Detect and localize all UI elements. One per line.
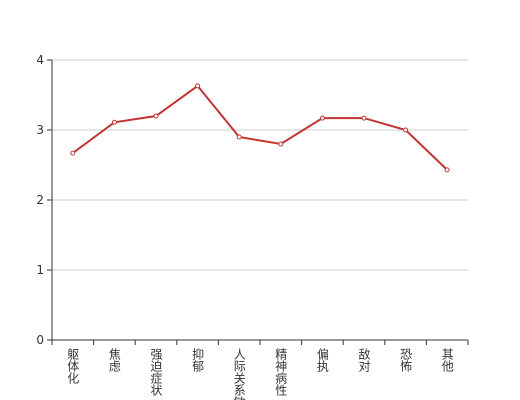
point (111, 119, 117, 125)
x-tick-label: 强迫症状 (149, 348, 163, 396)
point (444, 167, 450, 173)
point (278, 141, 284, 147)
point (319, 115, 325, 121)
y-tick-label: 3 (36, 123, 44, 137)
point (70, 150, 76, 156)
x-tick-label: 偏执 (315, 347, 329, 373)
x-tick-label: 抑郁 (191, 347, 205, 373)
x-tick-label: 躯体化 (66, 347, 80, 385)
point (195, 83, 201, 89)
series-line (72, 84, 448, 171)
x-tick-label: 精神病性 (274, 348, 288, 397)
point (361, 115, 367, 121)
y-tick-label: 2 (36, 193, 44, 207)
x-tick-label: 其他 (440, 348, 454, 372)
point (403, 127, 409, 133)
x-tick-label: 焦虑 (107, 348, 121, 372)
point (153, 113, 159, 119)
x-tick-label: 敌对 (357, 347, 371, 372)
x-tick-label: 恐怖 (399, 348, 413, 372)
y-tick-label: 1 (36, 263, 44, 277)
x-tick-label: 人际关系敏感 (232, 348, 246, 400)
point (236, 134, 242, 140)
y-tick-label: 0 (36, 333, 44, 347)
y-tick-label: 4 (36, 53, 44, 67)
